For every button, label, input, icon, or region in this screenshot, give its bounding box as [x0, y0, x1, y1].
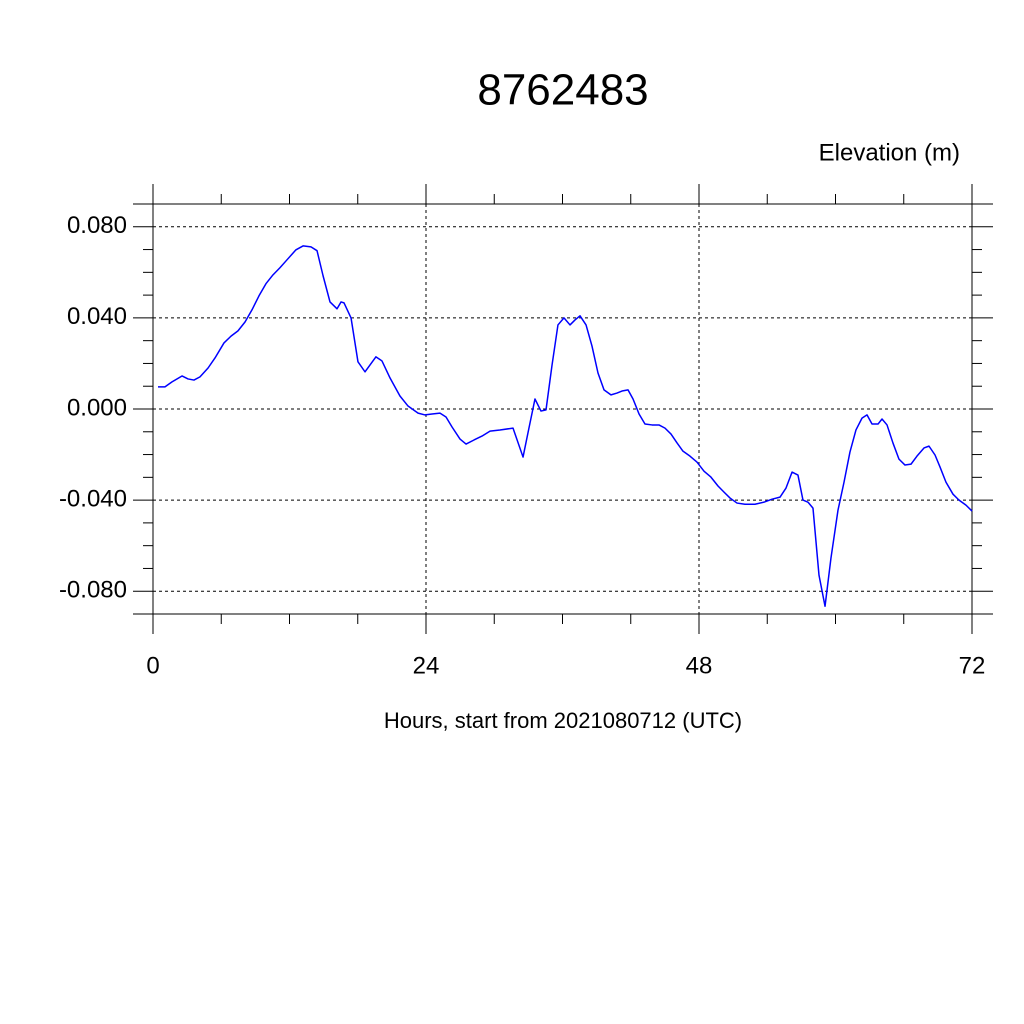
y-tick-label: 0.000	[67, 394, 127, 421]
y-tick-label: 0.080	[67, 212, 127, 239]
y-tick-label: -0.040	[59, 485, 127, 512]
x-tick-label: 48	[686, 652, 713, 679]
data-line	[158, 245, 973, 608]
y-tick-label: 0.040	[67, 303, 127, 330]
chart-title: 8762483	[477, 66, 648, 115]
x-tick-label: 24	[413, 652, 440, 679]
y-tick-label: -0.080	[59, 577, 127, 604]
x-axis-label: Hours, start from 2021080712 (UTC)	[384, 708, 742, 733]
x-tick-label: 72	[959, 652, 986, 679]
x-tick-label: 0	[146, 652, 159, 679]
y-axis-label: Elevation (m)	[819, 139, 960, 166]
